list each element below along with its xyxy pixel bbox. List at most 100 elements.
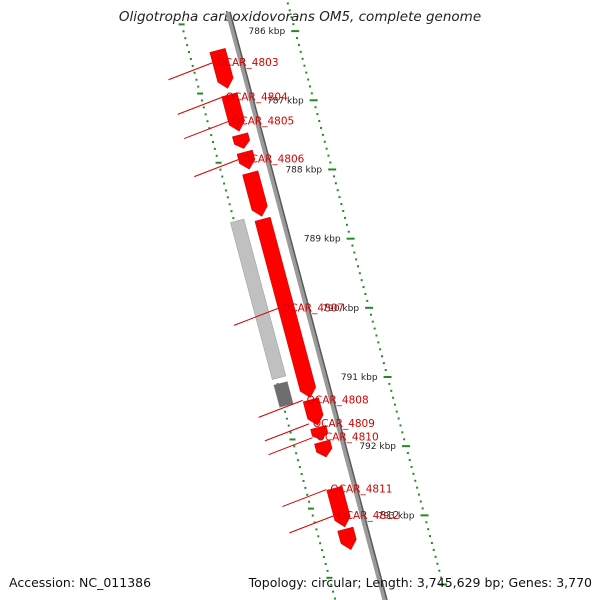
ruler-minor-tick: [345, 223, 348, 226]
ruler-minor-tick: [303, 64, 306, 67]
ruler-minor-tick: [382, 362, 385, 365]
gene-arrow: [314, 439, 333, 458]
ruler-right-dot: [212, 140, 215, 143]
gene-arrow: [254, 216, 317, 398]
ruler-right-dot: [308, 500, 311, 503]
scale-label: 790 kbp: [322, 304, 359, 314]
ruler-minor-tick: [316, 113, 319, 116]
ruler-minor-tick: [366, 299, 369, 302]
ruler-right-dot: [293, 445, 296, 448]
ruler-right-dot: [215, 154, 218, 157]
label-leader-line: [233, 307, 279, 326]
ruler-right-dot: [202, 106, 205, 109]
ruler-right-dot: [322, 556, 325, 559]
ruler-right-dot: [224, 189, 227, 192]
ruler-minor-tick: [425, 521, 428, 524]
ruler-minor-tick: [338, 196, 341, 199]
label-leader-line: [289, 515, 334, 534]
ruler-right-dot: [302, 479, 305, 482]
ruler-minor-tick: [421, 507, 424, 510]
label-leader-line: [268, 437, 313, 456]
ruler-minor-tick: [336, 189, 339, 192]
ruler-minor-tick: [417, 493, 420, 496]
ruler-minor-tick: [310, 92, 313, 95]
gene-label: OCAR_4808: [307, 394, 369, 406]
ruler-right-dot: [223, 182, 226, 185]
gene-arrow: [326, 485, 351, 528]
ruler-minor-tick: [357, 265, 360, 268]
ruler-minor-tick: [390, 389, 393, 392]
ruler-minor-tick: [434, 555, 437, 558]
ruler-right-dot: [304, 486, 307, 489]
ruler-right-dot: [213, 147, 216, 150]
ruler-minor-tick: [403, 438, 406, 441]
ruler-right-dot: [298, 466, 301, 469]
ruler-minor-tick: [371, 320, 374, 323]
ruler-right-dot: [230, 210, 233, 213]
genome-summary-text: Topology: circular; Length: 3,745,629 bp…: [248, 575, 592, 590]
ruler-minor-tick: [332, 175, 335, 178]
ruler-minor-tick: [307, 78, 310, 81]
ruler-right-dot: [226, 196, 229, 199]
accession-text: Accession: NC_011386: [9, 575, 152, 590]
ruler-right-dot: [300, 473, 303, 476]
ruler-right-dot: [289, 431, 292, 434]
gene-features: [209, 48, 357, 551]
scale-label: 792 kbp: [359, 442, 396, 452]
ruler-right-dot: [188, 51, 191, 54]
ruler-minor-tick: [351, 244, 354, 247]
ruler-right-dot: [210, 134, 213, 137]
gene-arrow: [310, 425, 329, 441]
ruler-right-dot: [317, 535, 320, 538]
gene-label: OCAR_4811: [330, 484, 392, 496]
ruler-minor-tick: [379, 348, 382, 351]
ruler-minor-tick: [327, 154, 330, 157]
label-leader-line: [282, 489, 327, 508]
ruler-minor-tick: [325, 147, 328, 150]
gene-label: OCAR_4809: [313, 418, 375, 430]
ruler-minor-tick: [440, 576, 443, 579]
ruler-right-dot: [221, 175, 224, 178]
ruler-minor-tick: [432, 548, 435, 551]
ruler-minor-tick: [427, 528, 430, 531]
ruler-minor-tick: [353, 251, 356, 254]
ruler-minor-tick: [358, 272, 361, 275]
ruler-minor-tick: [296, 37, 299, 40]
ruler-minor-tick: [286, 2, 289, 5]
label-leader-line: [177, 96, 222, 115]
genome-backbone: [225, 11, 388, 600]
ruler-minor-tick: [392, 396, 395, 399]
ruler-right-dot: [324, 562, 327, 565]
gene-labels: OCAR_4803 OCAR_4804 OCAR_4805 OCAR_4806 OCAR…: [168, 57, 399, 534]
ruler-minor-tick: [297, 43, 300, 46]
gene-label: OCAR_4812: [337, 510, 399, 522]
ruler-minor-tick: [388, 382, 391, 385]
ruler-right-dot: [313, 521, 316, 524]
gene-block: [273, 381, 294, 408]
ruler-minor-tick: [318, 120, 321, 123]
scale-label: 791 kbp: [341, 373, 378, 383]
ruler-right-dot: [285, 417, 288, 420]
ruler-minor-tick: [369, 313, 372, 316]
ruler-minor-tick: [419, 500, 422, 503]
scale-ruler: 786 kbp 787 kbp 788 kbp 789 kbp 790 kbp 791 k…: [178, 2, 447, 600]
ruler-minor-tick: [381, 355, 384, 358]
ruler-minor-tick: [416, 486, 419, 489]
ruler-minor-tick: [334, 182, 337, 185]
ruler-minor-tick: [290, 16, 293, 19]
ruler-right-dot: [206, 120, 209, 123]
gene-label: OCAR_4810: [317, 432, 379, 444]
gene-arrow: [209, 48, 234, 89]
gene-label: OCAR_4807: [282, 302, 344, 314]
ruler-right-dot: [284, 410, 287, 413]
ruler-right-dot: [197, 85, 200, 88]
backbone-edge-line: [229, 11, 388, 600]
gene-label: OCAR_4804: [226, 91, 288, 103]
ruler-right-dot: [311, 514, 314, 517]
ruler-minor-tick: [375, 334, 378, 337]
gene-label: OCAR_4805: [232, 116, 294, 128]
label-leader-line: [183, 121, 229, 140]
backbone-line: [225, 11, 388, 600]
scale-label: 788 kbp: [285, 165, 322, 175]
